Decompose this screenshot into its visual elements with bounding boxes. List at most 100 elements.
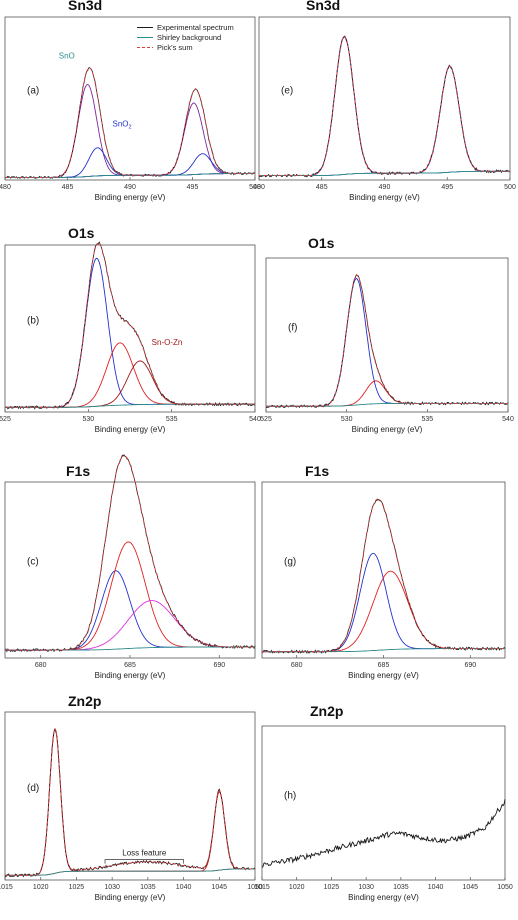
loss-feature-label: Loss feature	[122, 849, 167, 858]
panel-label: (b)	[27, 315, 39, 326]
x-tick-label: 1020	[289, 884, 305, 891]
experimental-spectrum-line	[261, 498, 506, 654]
x-tick-label: 530	[82, 416, 94, 423]
fit-component-line	[262, 552, 505, 653]
legend-entry: Shirley background	[157, 33, 221, 42]
chart-title: F1s	[66, 463, 90, 479]
fit-component-line	[5, 257, 255, 408]
panel-a: Sn3d 480 485 490 495 500 Binding energy (eV) (a…	[0, 0, 261, 202]
loss-feature-bracket	[104, 859, 184, 864]
panel-label: (d)	[27, 783, 39, 794]
x-tick-label: 690	[213, 662, 225, 669]
fit-component-line	[5, 570, 255, 651]
x-axis-label: Binding energy (eV)	[352, 425, 423, 434]
experimental-spectrum-line	[266, 274, 509, 409]
panel-label: (c)	[27, 557, 39, 568]
x-tick-label: 480	[253, 184, 265, 191]
peak-annotation: SnO	[59, 52, 75, 61]
x-tick-label: 500	[249, 184, 261, 191]
panel-d: Zn2p 1015 1020 1025 1030 1035 1040 1045 1050 Bind…	[0, 693, 263, 902]
plot-frame	[4, 481, 256, 659]
x-tick-label: 1035	[393, 884, 409, 891]
x-tick-label: 1045	[462, 884, 478, 891]
x-tick-label: 540	[502, 416, 514, 423]
legend-entry: Pick's sum	[157, 43, 193, 52]
plot-frame	[4, 244, 256, 413]
panel-g: F1s 680 685 690 Binding energy (eV) (g)	[261, 463, 506, 680]
peak-annotation: Sn-O-Zn	[152, 338, 183, 347]
panel-label: (h)	[284, 790, 296, 801]
panel-b: O1s 525 530 535 540 Binding energy (eV) (b) Sn-…	[0, 225, 261, 434]
shirley-background-line	[262, 648, 505, 653]
x-tick-label: 680	[291, 662, 303, 669]
x-tick-label: 500	[504, 184, 516, 191]
panel-f: O1s 525 530 535 540 Binding energy (eV) (f)	[260, 235, 514, 434]
chart-title: O1s	[68, 225, 95, 241]
x-tick-label: 1040	[176, 884, 192, 891]
panel-label: (a)	[27, 86, 39, 97]
picks-sum-line	[5, 455, 255, 651]
x-tick-label: 1015	[0, 884, 13, 891]
peak-annotation: SnO2	[113, 119, 132, 130]
x-tick-label: 495	[187, 184, 199, 191]
picks-sum-line	[5, 67, 255, 178]
x-axis-label: Binding energy (eV)	[95, 893, 166, 902]
x-tick-label: 485	[62, 184, 74, 191]
picks-sum-line	[262, 498, 505, 653]
shirley-background-line	[5, 868, 255, 876]
x-tick-label: 535	[421, 416, 433, 423]
x-tick-label: 1025	[69, 884, 85, 891]
x-tick-label: 1035	[140, 884, 156, 891]
x-axis-label: Binding energy (eV)	[95, 671, 166, 680]
chart-title: Sn3d	[306, 0, 340, 13]
panel-label: (g)	[284, 557, 296, 568]
plot-frame	[261, 725, 506, 881]
x-tick-label: 1040	[428, 884, 444, 891]
fit-component-line	[259, 65, 510, 177]
chart-title: O1s	[308, 235, 335, 251]
x-tick-label: 680	[35, 662, 47, 669]
picks-sum-line	[5, 242, 255, 408]
x-axis-label: Binding energy (eV)	[348, 893, 419, 902]
experimental-spectrum-line	[261, 799, 506, 868]
chart-title: F1s	[305, 463, 329, 479]
x-tick-label: 495	[441, 184, 453, 191]
plot-frame	[265, 257, 509, 413]
x-tick-label: 1015	[254, 884, 270, 891]
x-tick-label: 535	[166, 416, 178, 423]
chart-title: Zn2p	[68, 693, 101, 709]
x-tick-label: 1025	[324, 884, 340, 891]
x-tick-label: 1050	[497, 884, 513, 891]
fit-component-line	[5, 342, 255, 408]
picks-sum-line	[266, 274, 508, 407]
fit-component-line	[5, 147, 255, 178]
chart-title: Zn2p	[310, 703, 343, 719]
x-tick-label: 1030	[358, 884, 374, 891]
experimental-spectrum-line	[258, 35, 511, 178]
x-tick-label: 490	[124, 184, 136, 191]
fit-component-line	[5, 83, 255, 178]
fit-component-line	[5, 360, 255, 408]
fit-component-line	[259, 36, 510, 177]
picks-sum-line	[259, 36, 510, 177]
panel-c: F1s 680 685 690 Binding energy (eV) (c)	[4, 454, 256, 680]
panel-label: (e)	[281, 86, 293, 97]
x-tick-label: 690	[464, 662, 476, 669]
x-tick-label: 1045	[211, 884, 227, 891]
experimental-spectrum-line	[4, 241, 256, 410]
experimental-spectrum-line	[4, 454, 256, 653]
x-tick-label: 530	[341, 416, 353, 423]
chart-title: Sn3d	[68, 0, 102, 13]
x-tick-label: 1030	[104, 884, 120, 891]
x-axis-label: Binding energy (eV)	[95, 193, 166, 202]
fit-component-line	[5, 600, 255, 651]
x-tick-label: 525	[260, 416, 272, 423]
experimental-spectrum-line	[4, 67, 256, 179]
x-tick-label: 540	[249, 416, 261, 423]
x-tick-label: 485	[316, 184, 328, 191]
x-tick-label: 1020	[33, 884, 49, 891]
panel-e: Sn3d 480 485 490 495 500 Binding energy (eV) (e…	[253, 0, 516, 202]
x-tick-label: 1050	[247, 884, 263, 891]
legend-entry: Experimental spectrum	[157, 23, 234, 32]
